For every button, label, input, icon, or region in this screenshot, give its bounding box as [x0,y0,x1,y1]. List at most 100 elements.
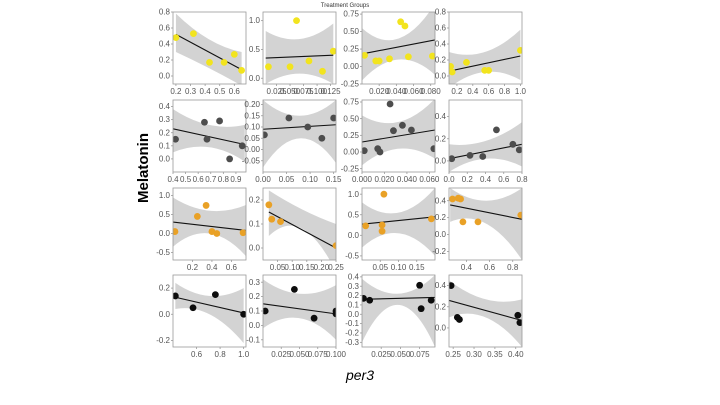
x-tick-label: 0.100 [326,350,347,359]
data-point [293,17,300,25]
data-point [449,63,454,70]
y-axis-title: Melatonin [135,133,152,203]
y-tick-label: 0.0 [249,321,261,330]
y-tick-label: 0.0 [348,310,360,319]
x-tick-label: 0.15 [299,263,315,272]
plot-area [173,282,246,344]
panel-r2-c1: 0.00.10.20.30.40.4 0.5 0.6 0.7 0.8 0.9 [159,99,247,184]
x-tick-label: 0.060 [404,87,425,96]
data-point [265,63,272,71]
y-tick-label: 0.0 [159,72,171,81]
data-point [516,319,522,327]
regression-line [449,55,521,72]
confidence-band [175,282,244,344]
x-tick-label: 0.6 [193,175,205,184]
y-tick-label: 0.50 [343,114,359,123]
data-point [318,134,326,142]
data-point [449,68,456,76]
panel-frame [172,187,247,261]
x-tick-label: 0.10 [284,263,300,272]
data-point [263,131,268,139]
data-point [380,190,388,198]
data-point [290,286,298,293]
data-point [332,242,336,249]
confidence-band [362,188,435,256]
data-point [329,47,336,55]
data-point [449,155,456,163]
data-point [408,126,415,134]
x-tick-label: 0.025 [271,350,292,359]
x-tick-label: 0.4 [167,175,179,184]
regression-line [175,33,242,71]
data-point [285,114,293,122]
confidence-band [263,279,336,340]
panel-r3-c4: -0.2 0.0 0.2 0.4 0.4 0.6 0.8 [432,187,523,272]
y-tick-label: 0.6 [159,24,171,33]
x-tick-label: 0.060 [419,175,440,184]
data-point [515,146,522,154]
x-tick-label: 0.6 [498,175,510,184]
x-tick-label: 0.30 [466,350,482,359]
y-tick-label: 0.3 [348,282,360,291]
data-point [375,57,383,65]
x-tick-label: 0.080 [421,87,442,96]
y-tick-label: 0.4 [435,112,447,121]
data-point [390,127,397,135]
panel-frame [361,11,436,85]
y-tick-label: 0.2 [435,302,447,311]
y-tick-label: 0.0 [249,74,261,83]
panel-grid: 0.00.20.40.60.80.2 0.3 0.4 0.5 0.60.00.51.00… [156,8,528,359]
y-tick-label: -0.25 [341,164,360,173]
panel-r3-c1: -0.5 0.0 0.5 1.0 0.2 0.4 0.6 [156,187,247,272]
data-point [277,218,284,226]
y-tick-label: 0.2 [435,134,447,143]
y-tick-label: 0.0 [435,230,447,239]
y-tick-label: 0.15 [244,111,260,120]
data-point [397,18,405,26]
x-tick-label: 0.000 [352,175,373,184]
y-tick-label: 0.5 [249,45,261,54]
confidence-band [263,100,336,168]
data-point [427,215,435,223]
data-point [401,22,409,30]
y-tick-label: 0.4 [435,40,447,49]
plot-area [449,188,522,260]
regression-line [450,204,522,220]
plot-area [263,100,336,168]
y-tick-label: 0.00 [343,148,359,157]
data-point [310,314,318,322]
y-tick-label: 0.0 [435,324,447,333]
panel-frame [448,274,523,348]
x-tick-label: 0.6 [229,87,241,96]
plot-area [449,122,522,172]
data-point [265,201,273,209]
y-tick-label: 0.2 [159,56,171,65]
x-axis-title: per3 [345,367,374,383]
plot-area [265,17,336,84]
x-tick-label: 0.040 [386,87,407,96]
confidence-band [362,275,435,347]
regression-line [362,129,435,143]
data-point [305,57,313,65]
x-tick-label: 0.3 [185,87,197,96]
panel-r2-c2: -0.05 0.00 0.05 0.10 0.15 0.20 0.00 0.05 0.10 0.1… [242,99,342,184]
y-tick-label: 0.0 [159,155,171,164]
data-point [429,52,435,60]
data-point [189,304,197,312]
confidence-band [173,109,245,162]
y-tick-label: -0.3 [345,338,359,347]
y-tick-label: 0.8 [159,8,171,17]
y-tick-label: 0.2 [249,292,261,301]
y-tick-label: 0.1 [249,220,261,229]
x-tick-label: 0.05 [372,263,388,272]
x-tick-label: 0.020 [369,87,390,96]
data-point [304,123,312,131]
data-point [286,63,294,71]
data-point [514,311,522,319]
x-tick-label: 0.4 [467,87,479,96]
panel-r3-c2: 0.0 0.1 0.2 0.05 0.10 0.15 0.20 0.25 [249,187,344,272]
x-tick-label: 0.20 [314,263,330,272]
plot-area [265,190,336,260]
